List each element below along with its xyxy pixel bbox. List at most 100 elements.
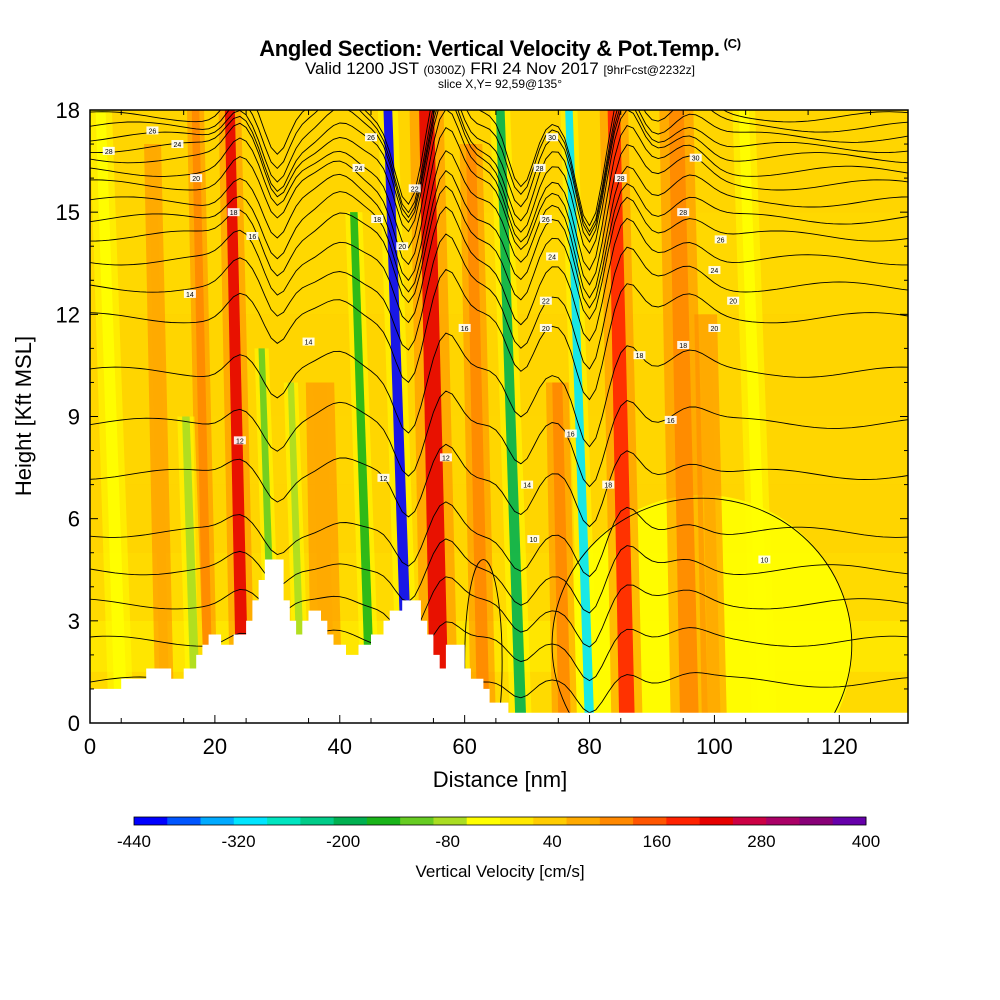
isentrope-contours: 10 10 14 16 12 12 12 14 16 18 20 20 18 16 18 20 22 24 26 28… xyxy=(90,110,908,723)
y-tick-label: 3 xyxy=(68,609,80,634)
colorbar-swatch xyxy=(832,817,867,825)
label-bg xyxy=(190,174,203,183)
y-tick-label: 6 xyxy=(68,507,80,532)
label-bg xyxy=(677,340,690,349)
label-text: 26 xyxy=(542,217,550,224)
isentrope-label: 30 xyxy=(689,153,702,163)
x-axis-label: Distance [nm] xyxy=(432,767,568,792)
label-text: 24 xyxy=(355,166,363,173)
y-tick-label: 9 xyxy=(68,405,80,430)
isentrope-line xyxy=(90,332,908,448)
isentrope-label: 12 xyxy=(439,453,452,462)
x-tick-label: 20 xyxy=(203,734,227,759)
isentrope-label: 24 xyxy=(708,266,721,275)
colorbar-tick-label: 160 xyxy=(643,832,671,851)
colorbar-tick-label: 280 xyxy=(747,832,775,851)
downdraft-column xyxy=(732,110,777,723)
label-bg xyxy=(708,266,721,275)
colorbar-swatch xyxy=(366,817,401,825)
x-tick-label: 40 xyxy=(328,734,352,759)
isentrope-label: 28 xyxy=(102,146,115,156)
valid-utc: (0300Z) xyxy=(423,63,466,77)
isentrope-line xyxy=(90,621,908,682)
label-text: 12 xyxy=(442,455,450,462)
isentrope-label: 26 xyxy=(714,235,727,244)
label-text: 10 xyxy=(760,558,768,565)
isentrope-label: 12 xyxy=(377,473,390,483)
label-text: 14 xyxy=(186,292,194,299)
label-text: 10 xyxy=(529,537,537,544)
label-text: 16 xyxy=(567,432,575,439)
colorbar-swatch xyxy=(134,817,168,825)
colorbar-swatch xyxy=(267,817,301,825)
label-bg xyxy=(396,242,409,251)
column-core xyxy=(738,110,771,723)
column-core xyxy=(700,314,721,723)
isentrope-line xyxy=(90,110,908,227)
y-tick-label: 0 xyxy=(68,711,80,736)
colorbar-swatch xyxy=(300,817,335,825)
isentrope-label: 30 xyxy=(546,133,559,142)
colorbar-swatch xyxy=(732,817,767,825)
isentrope-label: 14 xyxy=(521,480,534,490)
colorbar-swatch xyxy=(599,817,634,825)
label-text: 28 xyxy=(536,166,544,173)
isentrope-label: 22 xyxy=(539,296,552,306)
colorbar-swatch xyxy=(433,817,468,825)
isentrope-label: 18 xyxy=(602,480,615,490)
label-text: 16 xyxy=(667,418,675,425)
column-core xyxy=(383,110,414,723)
label-text: 20 xyxy=(729,299,737,306)
isentrope-label: 26 xyxy=(539,214,552,224)
colorbar-swatch xyxy=(466,817,501,825)
column-core xyxy=(148,144,170,723)
y-tick-label: 15 xyxy=(56,200,80,225)
label-text: 28 xyxy=(617,176,625,183)
isentrope-label: 20 xyxy=(708,323,721,333)
label-text: 26 xyxy=(717,237,725,244)
label-text: 24 xyxy=(548,254,556,261)
isentrope-line xyxy=(90,268,908,401)
label-bg xyxy=(377,473,390,482)
label-bg xyxy=(364,133,377,142)
label-bg xyxy=(539,214,552,223)
label-bg xyxy=(602,480,615,489)
x-tick-label: 0 xyxy=(84,734,96,759)
isentrope-line xyxy=(90,501,908,578)
x-tick-label: 120 xyxy=(821,734,858,759)
isentrope-label: 28 xyxy=(533,163,546,173)
label-bg xyxy=(714,235,727,244)
colorbar-swatch xyxy=(666,817,701,825)
label-bg xyxy=(102,146,115,155)
label-bg xyxy=(539,296,552,305)
y-tick-label: 12 xyxy=(56,302,80,327)
isentrope-label: 26 xyxy=(364,133,377,142)
colorbar-tick-label: 400 xyxy=(852,832,880,851)
colorbar-label: Vertical Velocity [cm/s] xyxy=(415,862,585,881)
isentrope-label: 14 xyxy=(183,289,196,299)
label-bg xyxy=(664,415,677,424)
x-tick-label: 60 xyxy=(452,734,476,759)
isentrope-line xyxy=(90,110,908,233)
y-axis-label: Height [Kft MSL] xyxy=(11,335,36,497)
label-text: 18 xyxy=(679,343,687,350)
downdraft-column xyxy=(560,110,599,723)
slice-info: slice X,Y= 92,59@135° xyxy=(437,77,563,91)
label-bg xyxy=(633,351,646,360)
updraft-column xyxy=(694,314,727,723)
isentrope-line xyxy=(90,150,908,299)
label-text: 20 xyxy=(192,176,200,183)
label-text: 16 xyxy=(248,234,256,241)
colorbar-tick-label: -200 xyxy=(326,832,360,851)
isentrope-label: 18 xyxy=(371,214,384,224)
isentrope-line xyxy=(90,110,908,237)
isentrope-label: 20 xyxy=(727,296,740,306)
label-text: 18 xyxy=(604,483,612,490)
label-bg xyxy=(146,126,159,135)
label-text: 22 xyxy=(542,299,550,306)
isentrope-label: 18 xyxy=(677,340,690,350)
label-text: 28 xyxy=(105,149,113,156)
y-tick-label: 18 xyxy=(56,98,80,123)
colorbar-swatch xyxy=(200,817,235,825)
